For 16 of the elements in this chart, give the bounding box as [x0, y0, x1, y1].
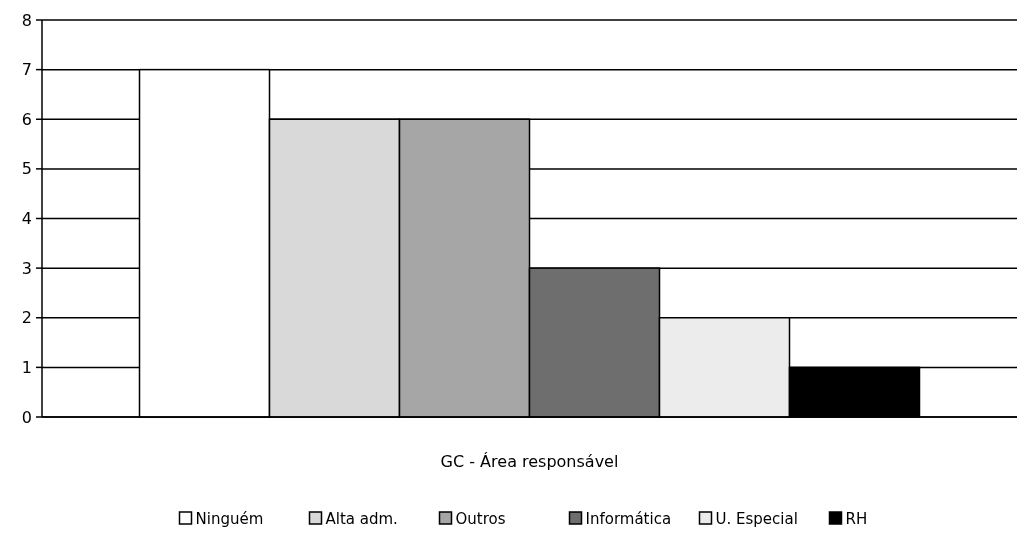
legend-label: Informática: [585, 510, 672, 529]
x-axis-title: GC - Área responsável: [440, 452, 619, 471]
legend-label: Outros: [455, 510, 506, 529]
y-tick-label: 6: [21, 109, 32, 129]
y-tick-label: 5: [21, 159, 32, 179]
legend-label: Alta adm.: [325, 510, 398, 529]
legend-label: RH: [845, 510, 868, 529]
y-tick-label: 4: [21, 209, 32, 229]
y-tick-label: 3: [21, 258, 32, 278]
legend-label: Ninguém: [195, 510, 264, 529]
y-tick-label: 2: [21, 308, 32, 328]
y-tick-label: 0: [21, 407, 32, 427]
legend-label: U. Especial: [715, 510, 798, 529]
y-tick-label: 7: [21, 60, 32, 80]
y-tick-label: 8: [21, 10, 32, 30]
y-tick-label: 1: [21, 357, 32, 377]
